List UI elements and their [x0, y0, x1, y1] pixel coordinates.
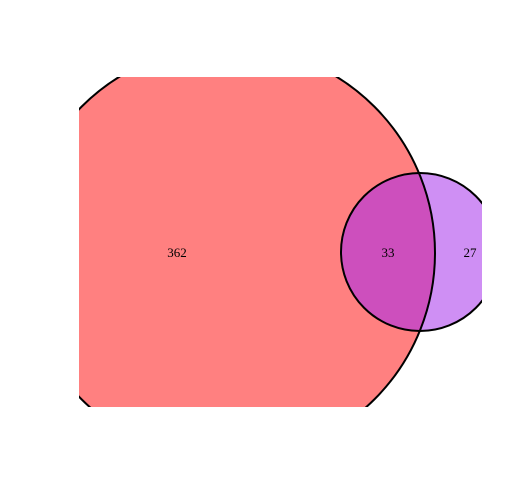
set-a-only-count: 362 — [167, 245, 187, 260]
set-b-outline — [340, 172, 482, 332]
set-a-circle — [79, 77, 435, 407]
venn-plot-area — [79, 77, 482, 407]
set-a-outline — [79, 77, 436, 407]
overlap-count: 33 — [382, 245, 395, 260]
overlap-region — [341, 173, 435, 331]
set-b-only-count: 27 — [464, 245, 478, 260]
